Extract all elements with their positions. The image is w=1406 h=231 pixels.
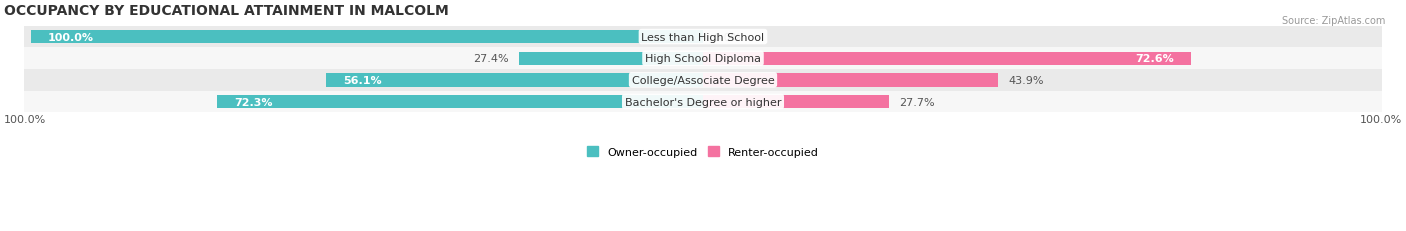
Text: Source: ZipAtlas.com: Source: ZipAtlas.com <box>1281 16 1385 26</box>
Text: 27.4%: 27.4% <box>474 54 509 64</box>
Text: 72.6%: 72.6% <box>1135 54 1174 64</box>
Bar <box>24 27 1382 48</box>
Text: 100.0%: 100.0% <box>4 115 46 125</box>
Bar <box>31 31 703 44</box>
Bar <box>519 52 703 66</box>
Text: OCCUPANCY BY EDUCATIONAL ATTAINMENT IN MALCOLM: OCCUPANCY BY EDUCATIONAL ATTAINMENT IN M… <box>4 4 449 18</box>
Text: 43.9%: 43.9% <box>1008 76 1043 85</box>
Bar <box>24 48 1382 70</box>
Bar <box>703 74 998 87</box>
Legend: Owner-occupied, Renter-occupied: Owner-occupied, Renter-occupied <box>582 142 824 161</box>
Text: Bachelor's Degree or higher: Bachelor's Degree or higher <box>624 97 782 107</box>
Text: 27.7%: 27.7% <box>900 97 935 107</box>
Text: College/Associate Degree: College/Associate Degree <box>631 76 775 85</box>
Bar <box>217 95 703 109</box>
Bar <box>326 74 703 87</box>
Text: Less than High School: Less than High School <box>641 32 765 42</box>
Bar <box>703 52 1191 66</box>
Text: 72.3%: 72.3% <box>233 97 273 107</box>
Text: High School Diploma: High School Diploma <box>645 54 761 64</box>
Text: 0.0%: 0.0% <box>713 32 741 42</box>
Text: 100.0%: 100.0% <box>1360 115 1402 125</box>
Text: 56.1%: 56.1% <box>343 76 381 85</box>
Text: 100.0%: 100.0% <box>48 32 94 42</box>
Bar <box>24 91 1382 113</box>
Bar <box>24 70 1382 91</box>
Bar <box>703 95 889 109</box>
